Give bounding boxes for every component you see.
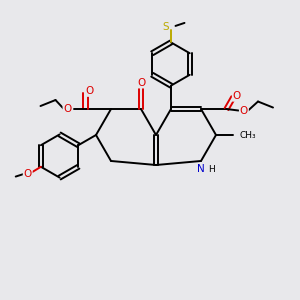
Text: O: O	[86, 86, 94, 96]
Text: N: N	[197, 164, 205, 174]
Text: O: O	[233, 91, 241, 101]
Text: S: S	[162, 22, 169, 32]
Text: O: O	[137, 78, 145, 88]
Text: O: O	[24, 169, 32, 178]
Text: O: O	[240, 106, 248, 116]
Text: CH₃: CH₃	[240, 130, 256, 140]
Text: H: H	[208, 165, 215, 174]
Text: O: O	[63, 104, 72, 114]
